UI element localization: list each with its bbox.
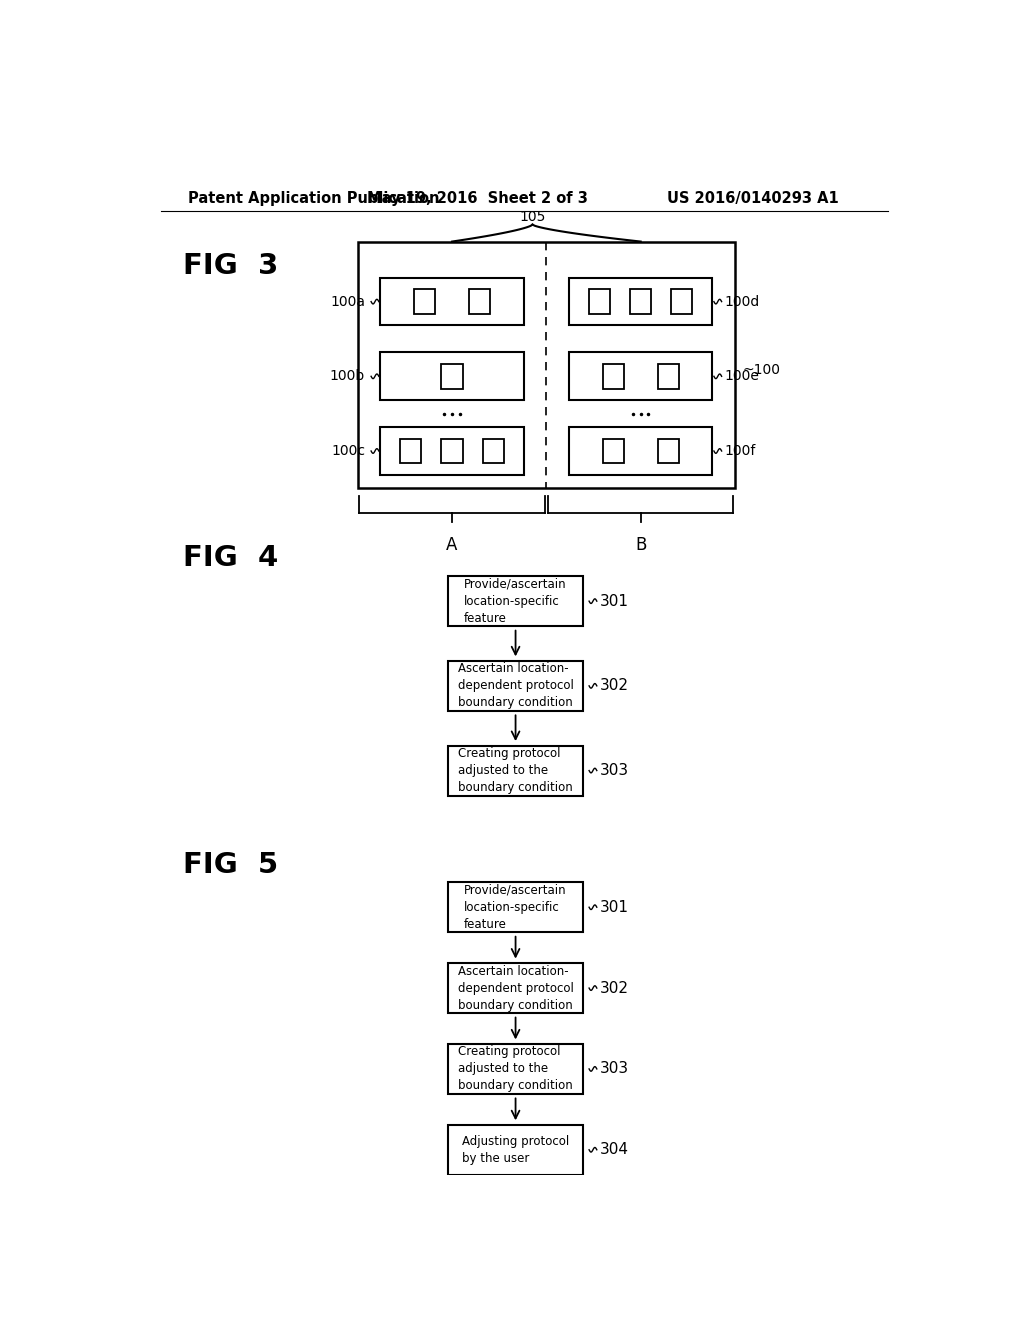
Bar <box>414 289 435 314</box>
Bar <box>569 352 713 400</box>
Text: A: A <box>446 536 458 553</box>
Bar <box>449 882 583 932</box>
Text: 105: 105 <box>519 210 546 224</box>
Bar <box>449 746 583 796</box>
Text: FIG  3: FIG 3 <box>183 252 279 280</box>
Text: FIG  4: FIG 4 <box>183 544 279 573</box>
Text: Patent Application Publication: Patent Application Publication <box>188 191 440 206</box>
Bar <box>657 364 679 388</box>
Bar <box>569 428 713 475</box>
Bar <box>589 289 610 314</box>
Text: Provide/ascertain
location-specific
feature: Provide/ascertain location-specific feat… <box>464 883 567 931</box>
Text: US 2016/0140293 A1: US 2016/0140293 A1 <box>668 191 839 206</box>
Text: Adjusting protocol
by the user: Adjusting protocol by the user <box>462 1135 569 1164</box>
Bar <box>449 1044 583 1094</box>
Text: Creating protocol
adjusted to the
boundary condition: Creating protocol adjusted to the bounda… <box>458 1045 573 1093</box>
Bar <box>449 1125 583 1175</box>
Bar <box>603 364 624 388</box>
Bar <box>469 289 490 314</box>
Text: 301: 301 <box>600 900 629 915</box>
Text: 301: 301 <box>600 594 629 609</box>
Text: Ascertain location-
dependent protocol
boundary condition: Ascertain location- dependent protocol b… <box>458 663 573 709</box>
Text: 100a: 100a <box>330 294 365 309</box>
Bar <box>630 289 651 314</box>
Text: May 19, 2016  Sheet 2 of 3: May 19, 2016 Sheet 2 of 3 <box>367 191 588 206</box>
Bar <box>441 364 463 388</box>
Bar <box>449 576 583 626</box>
Text: Provide/ascertain
location-specific
feature: Provide/ascertain location-specific feat… <box>464 578 567 624</box>
Text: 100e: 100e <box>725 370 760 383</box>
Bar <box>441 438 463 463</box>
Bar <box>672 289 692 314</box>
Bar <box>449 661 583 711</box>
Text: Creating protocol
adjusted to the
boundary condition: Creating protocol adjusted to the bounda… <box>458 747 573 795</box>
Bar <box>357 242 735 488</box>
Text: 100d: 100d <box>725 294 760 309</box>
Text: FIG  5: FIG 5 <box>183 850 279 879</box>
Text: 303: 303 <box>600 763 629 777</box>
Bar <box>400 438 422 463</box>
Text: Ascertain location-
dependent protocol
boundary condition: Ascertain location- dependent protocol b… <box>458 965 573 1011</box>
Text: 100c: 100c <box>331 444 365 458</box>
Bar <box>380 352 523 400</box>
Text: 304: 304 <box>600 1142 629 1158</box>
Text: 100b: 100b <box>330 370 365 383</box>
Bar <box>603 438 624 463</box>
Bar <box>482 438 504 463</box>
Text: ~100: ~100 <box>742 363 780 376</box>
Text: 302: 302 <box>600 678 629 693</box>
Bar <box>657 438 679 463</box>
Text: 302: 302 <box>600 981 629 995</box>
Text: B: B <box>635 536 646 553</box>
Bar <box>380 428 523 475</box>
Text: 303: 303 <box>600 1061 629 1076</box>
Bar <box>449 964 583 1014</box>
Text: 100f: 100f <box>725 444 756 458</box>
Bar <box>569 277 713 326</box>
Bar <box>380 277 523 326</box>
